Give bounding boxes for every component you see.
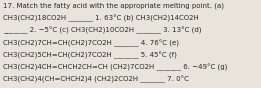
Text: CH3(CH2)5CH=CH(CH2)7CO2H _______ 5. 45°C (f): CH3(CH2)5CH=CH(CH2)7CO2H _______ 5. 45°C… <box>3 51 177 59</box>
Text: CH3(CH2)18CO2H _______ 1. 63°C (b) CH3(CH2)14CO2H: CH3(CH2)18CO2H _______ 1. 63°C (b) CH3(C… <box>3 15 199 22</box>
Text: CH3(CH2)4(CH=CHCH2)4 (CH2)2CO2H _______ 7. 0°C: CH3(CH2)4(CH=CHCH2)4 (CH2)2CO2H _______ … <box>3 76 189 83</box>
Text: CH3(CH2)4CH=CHCH2CH=CH (CH2)7CO2H _______ 6. −49°C (g): CH3(CH2)4CH=CHCH2CH=CH (CH2)7CO2H ______… <box>3 63 228 71</box>
Text: 17. Match the fatty acid with the appropriate melting point. (a): 17. Match the fatty acid with the approp… <box>3 3 224 9</box>
Text: CH3(CH2)7CH=CH(CH2)7CO2H _______ 4. 76°C (e): CH3(CH2)7CH=CH(CH2)7CO2H _______ 4. 76°C… <box>3 39 179 47</box>
Text: _______ 2. −5°C (c) CH3(CH2)10CO2H _______ 3. 13°C (d): _______ 2. −5°C (c) CH3(CH2)10CO2H _____… <box>3 27 202 34</box>
